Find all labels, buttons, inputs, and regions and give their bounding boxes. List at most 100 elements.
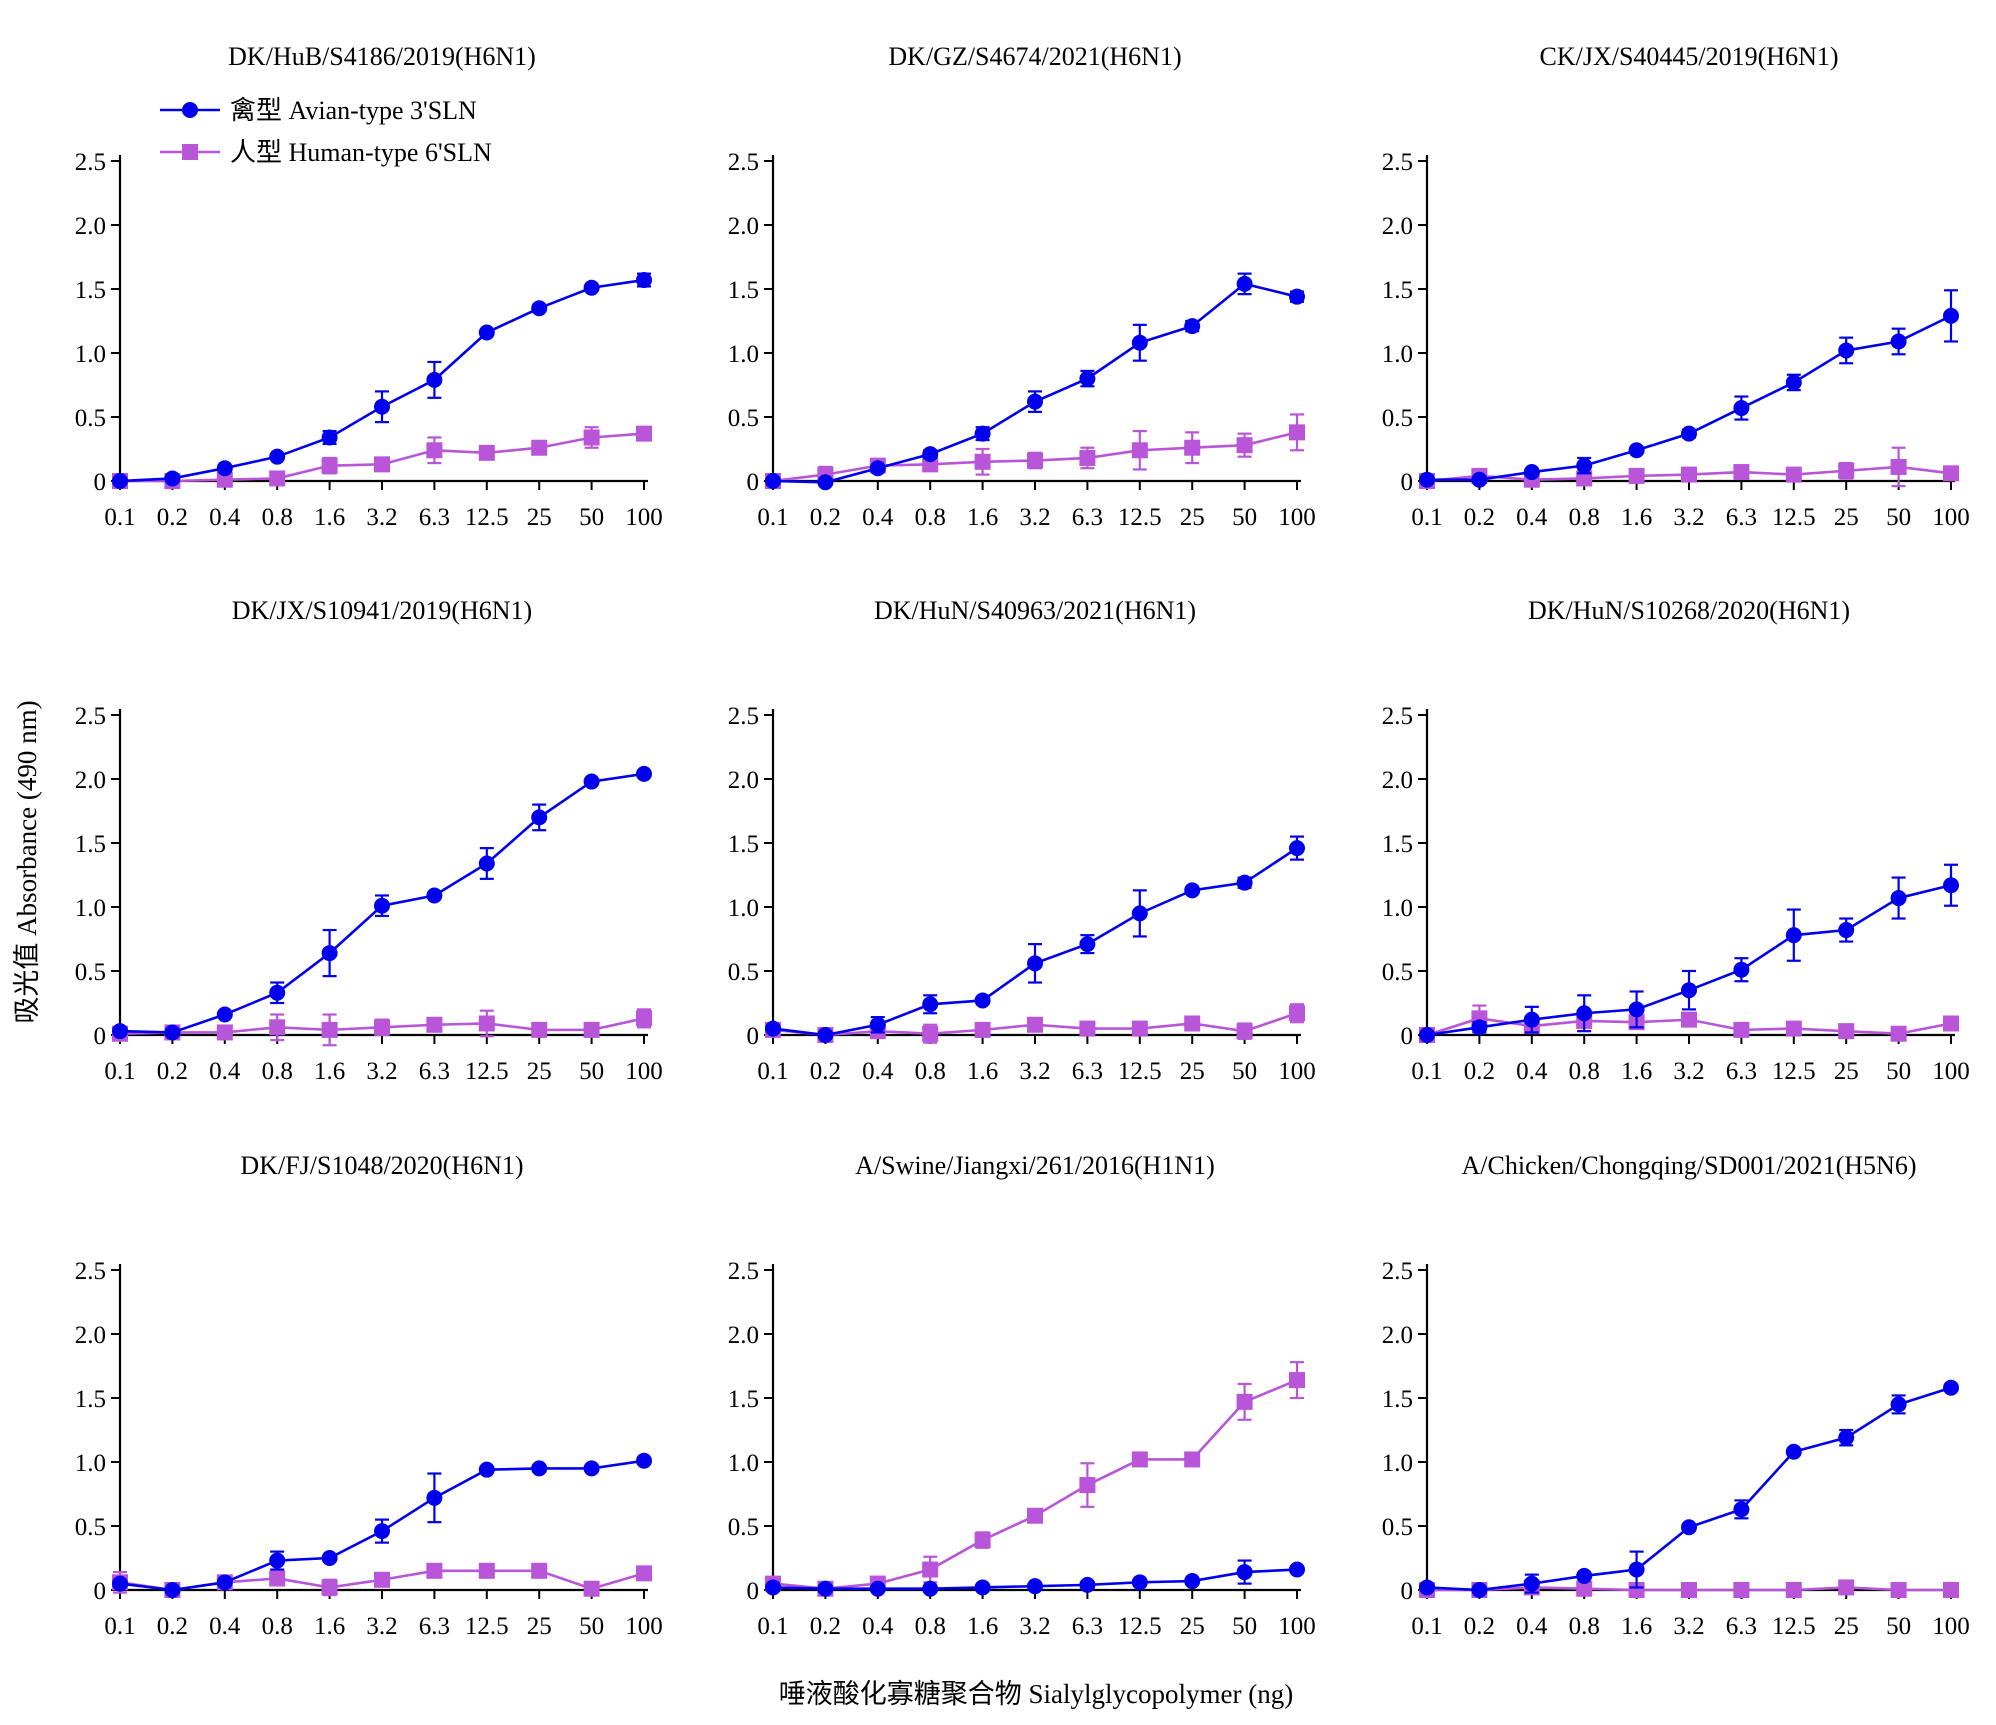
y-tick-label: 1.5 <box>75 277 106 304</box>
data-point <box>1628 467 1645 484</box>
data-point <box>922 1025 939 1042</box>
data-point <box>1131 1451 1148 1468</box>
x-tick-label: 12.5 <box>1772 1613 1816 1640</box>
data-point <box>321 429 338 446</box>
series-line <box>772 847 1298 1037</box>
y-tick-label: 2.5 <box>728 149 759 176</box>
x-tick-label: 12.5 <box>465 1613 509 1640</box>
x-tick-label: 6.3 <box>419 1058 450 1085</box>
data-point <box>1289 1005 1305 1022</box>
x-tick-label: 0.2 <box>1464 1058 1495 1085</box>
series-human <box>765 1361 1305 1597</box>
x-tick-label: 0.8 <box>1569 1058 1600 1085</box>
data-point <box>1838 462 1855 479</box>
data-point <box>1628 442 1645 459</box>
panel-title: DK/GZ/S4674/2021(H6N1) <box>888 42 1181 71</box>
x-tick-label: 0.2 <box>810 504 841 531</box>
x-tick-label: 0.1 <box>1411 1058 1442 1085</box>
data-point <box>1838 342 1855 359</box>
panel-title: DK/HuN/S40963/2021(H6N1) <box>874 596 1196 625</box>
y-tick-label: 0.5 <box>728 405 759 432</box>
x-tick-label: 0.4 <box>862 504 894 531</box>
data-point <box>112 1575 128 1592</box>
data-point <box>426 1489 443 1506</box>
data-point <box>426 1016 443 1033</box>
x-tick-label: 1.6 <box>314 1058 345 1085</box>
y-tick-label: 1.5 <box>1382 831 1413 858</box>
data-point <box>1681 982 1697 999</box>
y-tick-label: 0.5 <box>1382 405 1413 432</box>
data-point <box>374 897 390 914</box>
data-point <box>531 300 548 317</box>
y-tick-label: 0 <box>1401 469 1414 496</box>
data-point <box>1079 936 1096 953</box>
data-point <box>765 1579 781 1596</box>
data-point <box>1027 1578 1043 1595</box>
chart-panel: DK/HuN/S10268/2020(H6N1) 0 0.5 1.0 1.5 2.0 2.5… <box>1382 596 1970 1085</box>
data-point <box>1289 424 1305 441</box>
data-point <box>374 1523 390 1540</box>
x-axis-label: 唾液酸化寡糖聚合物 Sialylglycopolymer (ng) <box>779 1679 1293 1709</box>
x-tick-label: 50 <box>1886 1613 1911 1640</box>
data-point <box>1681 1011 1697 1028</box>
data-point <box>269 1570 286 1587</box>
x-tick-label: 0.4 <box>862 1058 894 1085</box>
x-tick-label: 1.6 <box>1621 1058 1652 1085</box>
data-point <box>817 1580 834 1597</box>
y-tick-label: 0.5 <box>1382 1514 1413 1541</box>
x-tick-label: 25 <box>1834 1058 1859 1085</box>
x-tick-label: 100 <box>625 1613 663 1640</box>
x-tick-label: 0.8 <box>262 1058 293 1085</box>
series-avian <box>765 1559 1305 1597</box>
data-point <box>1027 452 1043 469</box>
y-tick-label: 2.0 <box>1382 767 1413 794</box>
x-tick-label: 50 <box>579 1058 604 1085</box>
y-tick-label: 1.5 <box>1382 277 1413 304</box>
y-tick-label: 0 <box>94 1578 107 1605</box>
data-point <box>374 398 390 415</box>
x-tick-label: 0.4 <box>1516 504 1548 531</box>
data-point <box>269 984 286 1001</box>
series-avian <box>1419 1379 1959 1598</box>
y-tick-label: 2.0 <box>75 767 106 794</box>
data-point <box>216 471 233 488</box>
x-tick-label: 25 <box>1834 504 1859 531</box>
data-point <box>1890 1025 1907 1042</box>
data-point <box>765 473 781 489</box>
y-tick-label: 1.0 <box>728 341 759 368</box>
y-tick-label: 2.0 <box>75 213 106 240</box>
chart-panel: A/Chicken/Chongqing/SD001/2021(H5N6) 0 0.5… <box>1382 1151 1970 1640</box>
x-tick-label: 0.4 <box>1516 1613 1548 1640</box>
data-point <box>269 448 286 465</box>
data-point <box>1890 1396 1907 1413</box>
data-point <box>164 1582 181 1598</box>
y-tick-label: 2.5 <box>75 703 106 730</box>
x-tick-label: 0.2 <box>157 1058 188 1085</box>
y-tick-label: 0.5 <box>728 1514 759 1541</box>
y-tick-label: 2.0 <box>728 213 759 240</box>
series-avian <box>765 272 1305 491</box>
data-point <box>1681 1519 1697 1536</box>
panel-title: DK/JX/S10941/2019(H6N1) <box>232 596 532 625</box>
data-point <box>922 446 939 463</box>
x-tick-label: 6.3 <box>1726 1613 1757 1640</box>
data-point <box>974 1579 991 1596</box>
y-tick-label: 0.5 <box>75 959 106 986</box>
data-point <box>1628 1001 1645 1018</box>
data-point <box>478 855 495 872</box>
y-tick-label: 1.5 <box>75 831 106 858</box>
data-point <box>1184 1015 1201 1032</box>
data-point <box>1236 1564 1253 1581</box>
x-tick-label: 6.3 <box>1072 1058 1103 1085</box>
x-tick-label: 25 <box>1180 1058 1205 1085</box>
data-point <box>974 453 991 470</box>
data-point <box>1184 439 1201 456</box>
series-avian <box>112 272 652 489</box>
legend-marker <box>182 144 198 160</box>
x-tick-label: 100 <box>1278 504 1316 531</box>
x-tick-label: 50 <box>1886 1058 1911 1085</box>
data-point <box>216 1006 233 1023</box>
x-tick-label: 50 <box>1232 1613 1257 1640</box>
data-point <box>1890 890 1907 907</box>
data-point <box>1681 466 1697 483</box>
